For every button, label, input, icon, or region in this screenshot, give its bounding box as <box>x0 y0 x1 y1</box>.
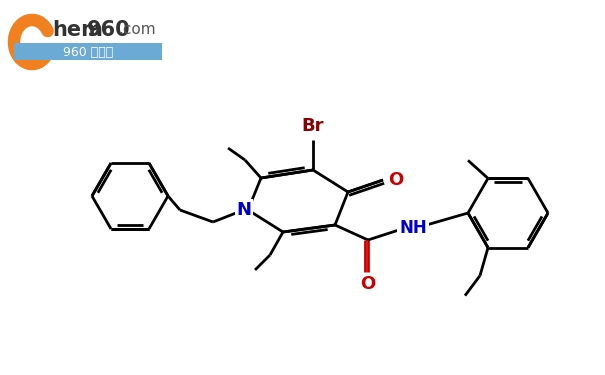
Text: .com: .com <box>118 22 155 38</box>
FancyBboxPatch shape <box>14 43 162 60</box>
Text: NH: NH <box>399 219 427 237</box>
Text: 960 化工网: 960 化工网 <box>63 45 113 58</box>
Text: Br: Br <box>302 117 324 135</box>
Text: hem: hem <box>52 20 103 40</box>
Text: O: O <box>388 171 404 189</box>
Text: 960: 960 <box>87 20 131 40</box>
Text: O: O <box>361 275 376 293</box>
Text: N: N <box>237 201 252 219</box>
